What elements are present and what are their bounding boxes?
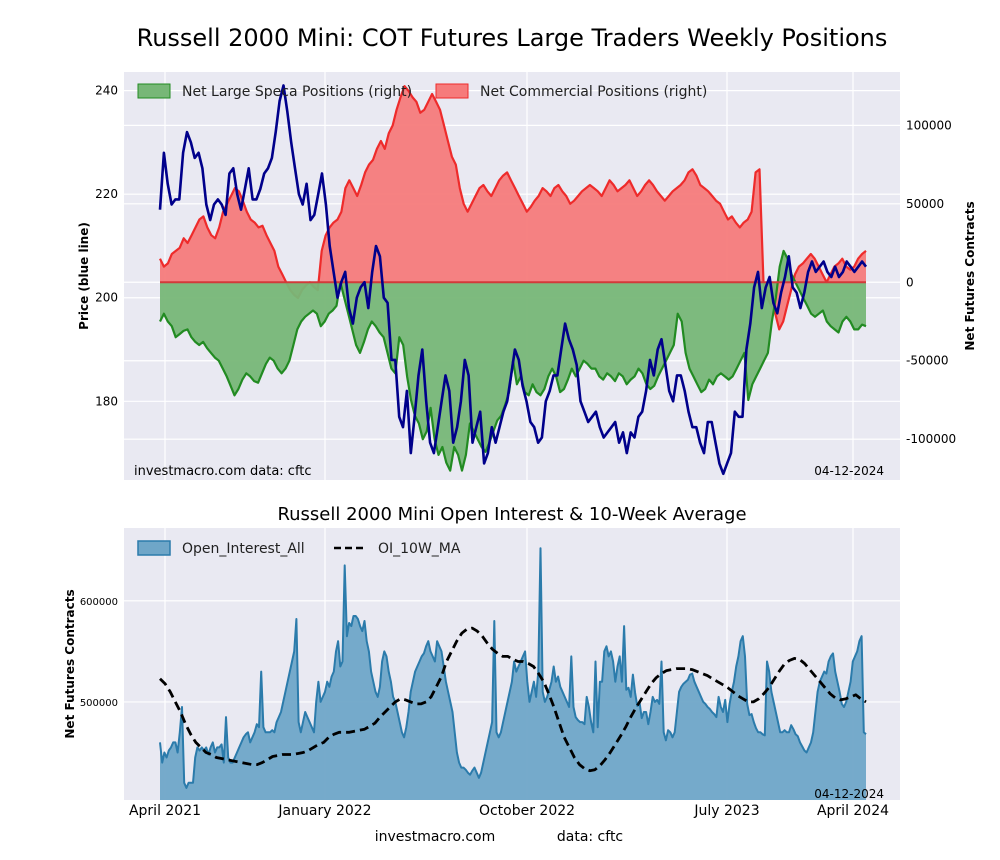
- footer-site: investmacro.com: [375, 829, 495, 845]
- bottom-date-label: 04-12-2024: [814, 787, 884, 801]
- date-tick-label: April 2024: [817, 803, 889, 819]
- net-contracts-axis-label: Net Futures Contracts: [963, 201, 977, 350]
- date-axis-ticks: April 2021 January 2022 October 2022 July 2…: [129, 803, 889, 819]
- net-tick-label: 100000: [906, 118, 952, 132]
- legend-swatch-commercials: [435, 83, 469, 99]
- net-contracts-axis-ticks: 100000 50000 0 -50000 -100000: [906, 118, 956, 446]
- oi-tick-label: 500000: [80, 698, 118, 709]
- top-source-note: investmacro.com data: cftc: [134, 464, 312, 479]
- bottom-plot-area: [124, 528, 900, 800]
- net-tick-label: 50000: [906, 197, 944, 211]
- top-legend: Net Large Speca Positions (right) Net Co…: [137, 83, 707, 100]
- commercial-positions-series: [159, 85, 867, 331]
- top-chart-title: Russell 2000 Mini: COT Futures Large Tra…: [137, 24, 888, 52]
- oi-tick-label: 600000: [80, 597, 118, 608]
- speculator-area: [160, 250, 866, 471]
- date-tick-label: January 2022: [277, 803, 371, 819]
- price-tick-label: 240: [95, 84, 118, 98]
- price-axis-ticks: 180 200 220 240: [95, 84, 118, 409]
- legend-label-moving-average: OI_10W_MA: [378, 541, 461, 557]
- date-tick-label: October 2022: [479, 803, 575, 819]
- open-interest-axis-ticks: 500000 600000: [80, 597, 118, 709]
- price-tick-label: 180: [95, 394, 118, 408]
- price-line: [158, 84, 868, 476]
- date-tick-label: July 2023: [693, 803, 759, 819]
- legend-label-open-interest: Open_Interest_All: [182, 541, 305, 557]
- bottom-legend: Open_Interest_All OI_10W_MA: [137, 540, 461, 557]
- legend-swatch-open-interest: [137, 540, 171, 556]
- bottom-chart-title: Russell 2000 Mini Open Interest & 10-Wee…: [277, 504, 746, 525]
- footer-source: data: cftc: [557, 829, 623, 845]
- date-tick-label: April 2021: [129, 803, 201, 819]
- legend-swatch-speculators: [137, 83, 171, 99]
- net-tick-label: 0: [906, 275, 914, 289]
- price-tick-label: 220: [95, 187, 118, 201]
- commercial-line: [159, 85, 867, 331]
- open-interest-axis-label: Net Futures Contracts: [63, 589, 77, 738]
- top-plot-area: [124, 72, 900, 480]
- open-interest-line: [159, 547, 867, 789]
- commercial-area: [160, 86, 866, 330]
- open-interest-series: [159, 547, 867, 800]
- top-date-label: 04-12-2024: [814, 464, 884, 478]
- price-axis-label: Price (blue line): [77, 222, 91, 330]
- price-tick-label: 200: [95, 291, 118, 305]
- net-tick-label: -100000: [906, 432, 956, 446]
- legend-label-commercials: Net Commercial Positions (right): [480, 84, 707, 100]
- price-series: [158, 84, 868, 476]
- net-tick-label: -50000: [906, 354, 949, 368]
- legend-label-speculators: Net Large Speca Positions (right): [182, 84, 412, 100]
